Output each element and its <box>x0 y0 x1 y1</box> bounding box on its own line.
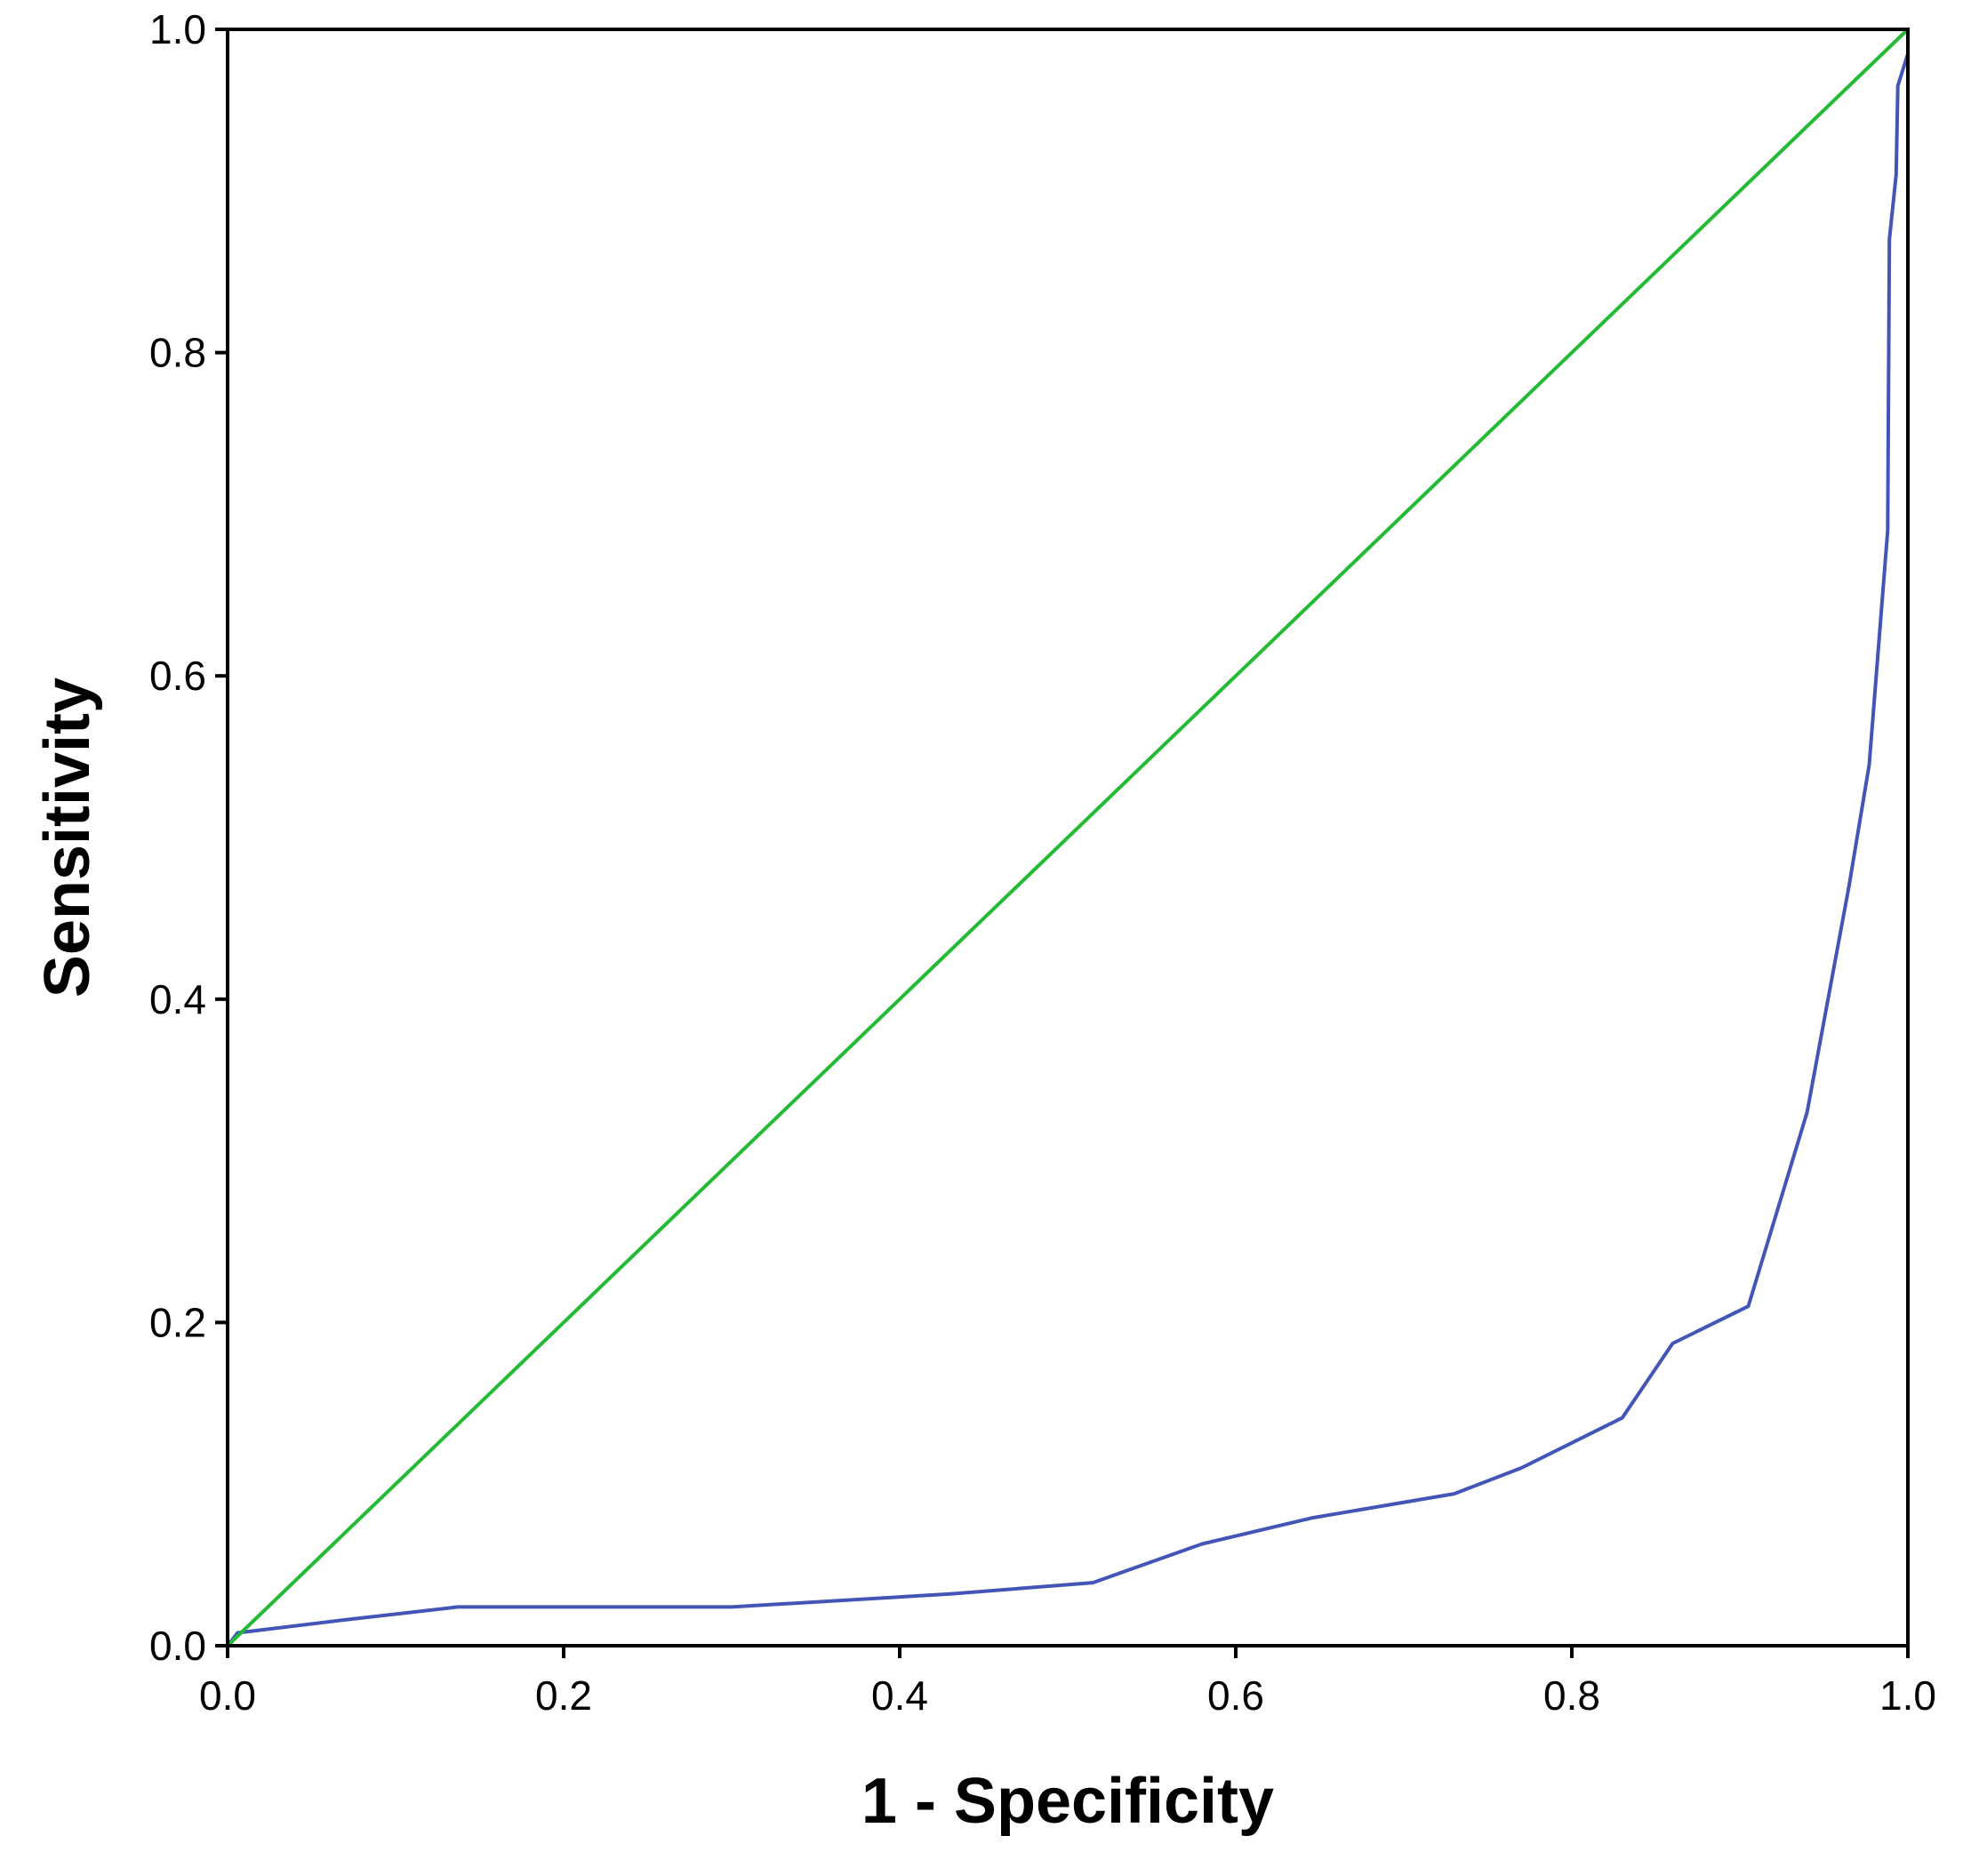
y-tick-label: 0.0 <box>149 1623 206 1669</box>
plot-frame <box>226 28 1910 1648</box>
plot-lines <box>226 28 1910 1648</box>
y-tick-label: 1.0 <box>149 6 206 52</box>
x-tick-label: 0.2 <box>535 1672 592 1719</box>
x-tick-label: 0.4 <box>871 1672 928 1719</box>
y-tick-label: 0.2 <box>149 1299 206 1345</box>
reference-diagonal-line <box>226 28 1910 1648</box>
roc-curve-line <box>226 29 1910 1648</box>
x-axis-title: 1 - Specificity <box>861 1766 1274 1837</box>
x-tick-label: 1.0 <box>1879 1672 1936 1719</box>
y-tick-label: 0.4 <box>149 976 206 1022</box>
axis-ticks: 0.0 0.2 0.4 0.6 0.8 1.0 0.0 0.2 0.4 0.6 0.8 1.0 <box>149 6 1936 1719</box>
x-tick-label: 0.0 <box>199 1672 256 1719</box>
y-tick-label: 0.6 <box>149 653 206 699</box>
x-tick-label: 0.8 <box>1543 1672 1600 1719</box>
y-axis-title: Sensitivity <box>32 677 103 998</box>
x-tick-label: 0.6 <box>1207 1672 1264 1719</box>
y-tick-label: 0.8 <box>149 330 206 376</box>
